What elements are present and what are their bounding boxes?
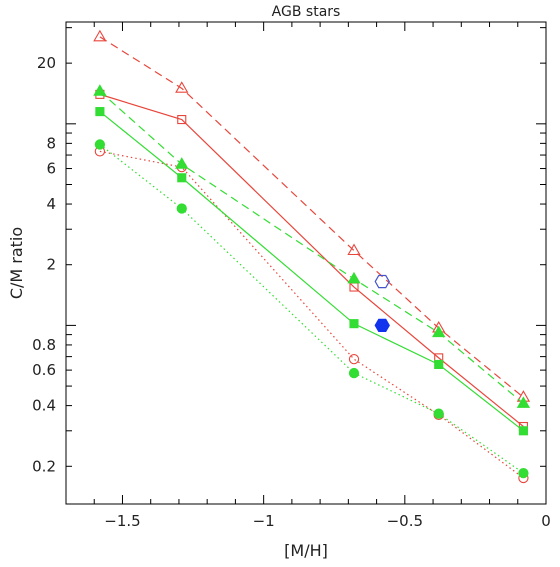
- series-line-1: [99, 36, 524, 398]
- series-3-point: [348, 354, 360, 365]
- series-1-point: [93, 29, 107, 42]
- series-line-6: [99, 143, 524, 474]
- y-axis-title: C/M ratio: [7, 227, 26, 299]
- series-4-point: [175, 157, 189, 169]
- series-4-point: [516, 396, 531, 408]
- x-axis-title: [M/H]: [284, 541, 328, 560]
- x-tick-label: −1: [253, 512, 275, 530]
- extra-point-2: [374, 318, 390, 333]
- series-line-4: [99, 90, 524, 404]
- y-tick-label: 6: [46, 160, 56, 178]
- extra-point-1: [374, 274, 390, 289]
- series-4-point: [347, 271, 361, 284]
- series-6-point: [94, 139, 106, 150]
- y-tick-label: 20: [37, 54, 56, 72]
- y-tick-label: 0.4: [32, 397, 56, 415]
- series-1-point: [347, 243, 361, 256]
- series-6-point: [176, 203, 187, 214]
- series-5-point: [518, 426, 528, 436]
- series-5-point: [349, 319, 359, 329]
- series-6-point: [518, 467, 529, 479]
- x-tick-label: −0.5: [387, 512, 423, 530]
- series-1-point: [175, 81, 189, 93]
- y-tick-label: 0.2: [32, 457, 56, 475]
- y-tick-label: 0.8: [32, 336, 56, 354]
- x-tick-label: 0: [541, 512, 551, 530]
- series-line-2: [99, 93, 524, 427]
- y-tick-label: 8: [46, 134, 56, 152]
- series-line-5: [99, 111, 524, 432]
- series-6-point: [433, 408, 444, 419]
- plot-frame: [65, 21, 547, 505]
- series-4-point: [432, 325, 446, 338]
- y-tick-label: 2: [46, 256, 56, 274]
- x-tick-label: −1.5: [104, 512, 140, 530]
- y-tick-label: 0.6: [32, 361, 56, 379]
- series-5-point: [177, 173, 187, 183]
- y-tick-label: 4: [46, 195, 56, 213]
- series-4-point: [93, 84, 107, 96]
- series-6-point: [348, 367, 360, 379]
- chart-title: AGB stars: [272, 4, 341, 20]
- series-line-3: [99, 150, 524, 479]
- series-5-point: [434, 359, 444, 370]
- series-2-point: [177, 115, 187, 125]
- series-5-point: [95, 107, 105, 117]
